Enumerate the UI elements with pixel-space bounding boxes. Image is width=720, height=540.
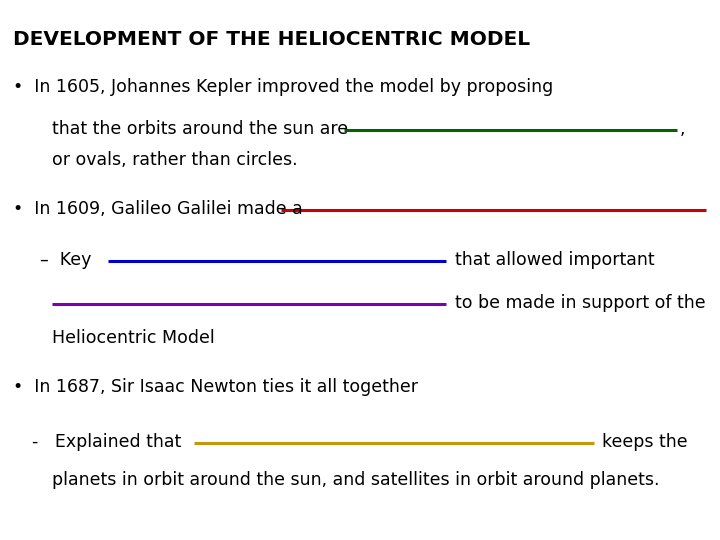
Text: or ovals, rather than circles.: or ovals, rather than circles. [52,151,297,169]
Text: to be made in support of the: to be made in support of the [455,294,706,312]
Text: that the orbits around the sun are: that the orbits around the sun are [52,120,348,138]
Text: •  In 1609, Galileo Galilei made a: • In 1609, Galileo Galilei made a [13,200,302,218]
Text: that allowed important: that allowed important [455,251,654,269]
Text: –  Key: – Key [40,251,91,269]
Text: planets in orbit around the sun, and satellites in orbit around planets.: planets in orbit around the sun, and sat… [52,471,660,489]
Text: Heliocentric Model: Heliocentric Model [52,329,215,347]
Text: ,: , [680,120,685,138]
Text: keeps the: keeps the [602,433,688,451]
Text: DEVELOPMENT OF THE HELIOCENTRIC MODEL: DEVELOPMENT OF THE HELIOCENTRIC MODEL [13,30,530,49]
Text: •  In 1605, Johannes Kepler improved the model by proposing: • In 1605, Johannes Kepler improved the … [13,78,553,96]
Text: -   Explained that: - Explained that [32,433,181,451]
Text: •  In 1687, Sir Isaac Newton ties it all together: • In 1687, Sir Isaac Newton ties it all … [13,378,418,396]
